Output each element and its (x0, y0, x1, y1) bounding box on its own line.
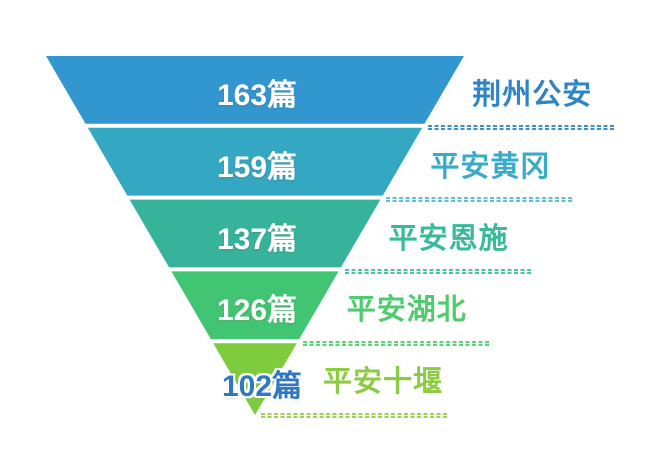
leader-dashed-line (303, 341, 491, 346)
category-name-label: 平安十堰 (323, 366, 444, 399)
funnel-segment-2 (87, 127, 423, 196)
funnel-segment-5 (213, 343, 297, 415)
leader-dashed-line (261, 413, 449, 418)
value-label: 126篇 (216, 294, 298, 328)
leader-dashed-line (386, 197, 574, 202)
value-label: 137篇 (216, 222, 298, 256)
category-name-label: 荆州公安 (472, 78, 593, 111)
category-name-label: 平安黄冈 (430, 150, 551, 183)
funnel-segment-1 (46, 56, 464, 124)
value-label: 102篇 (221, 370, 303, 404)
leader-dashed-line (428, 125, 616, 130)
leader-dashed-line (345, 269, 533, 274)
value-label: 163篇 (216, 78, 298, 112)
category-name-label: 平安湖北 (346, 294, 467, 327)
funnel-segment-4 (171, 271, 339, 340)
value-label: 159篇 (216, 150, 298, 184)
category-name-label: 平安恩施 (388, 222, 509, 255)
funnel-segment-3 (129, 199, 381, 268)
